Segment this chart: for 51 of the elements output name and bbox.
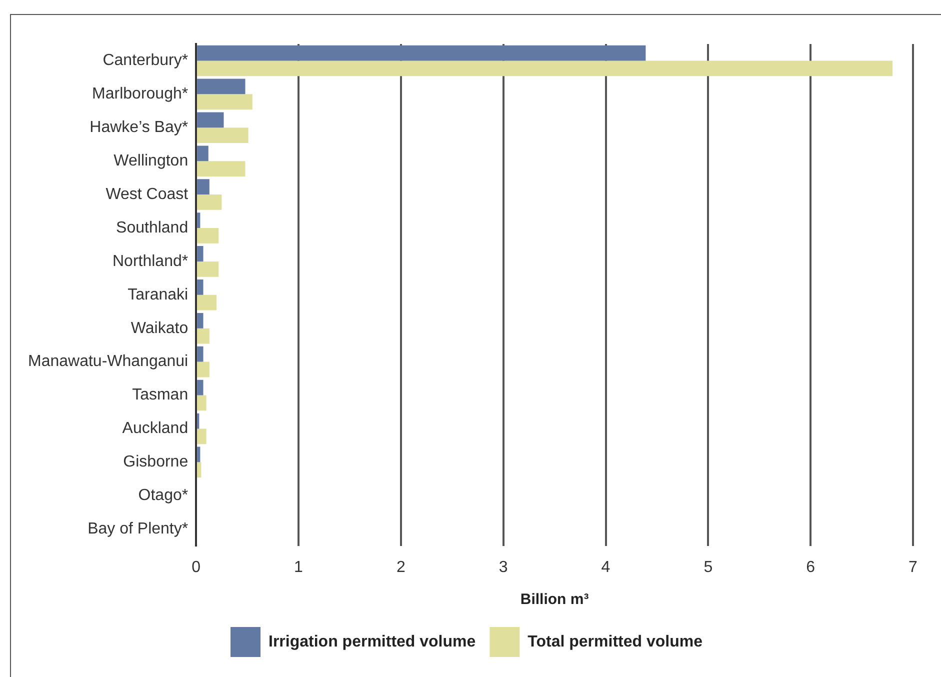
x-tick-label: 6 — [806, 558, 816, 576]
bar — [197, 128, 248, 144]
y-tick-label: Gisborne — [123, 454, 188, 471]
bar — [197, 446, 200, 462]
bar — [197, 45, 646, 61]
bar — [197, 94, 252, 110]
y-tick-label: Otago* — [138, 487, 188, 504]
bar — [197, 161, 246, 176]
y-tick-label: Southland — [116, 219, 188, 236]
bar — [197, 328, 210, 344]
bar — [197, 312, 204, 328]
bar — [197, 146, 208, 162]
bar — [197, 280, 204, 295]
bar — [197, 261, 219, 277]
bar — [197, 194, 222, 210]
bar — [197, 380, 204, 396]
bar — [197, 246, 204, 262]
y-tick-label: Canterbury* — [102, 52, 188, 70]
y-tick-label: Marlborough* — [92, 86, 188, 103]
bar — [197, 362, 210, 378]
bar — [197, 346, 204, 362]
y-tick-label: Tasman — [132, 386, 188, 404]
x-tick-label: 7 — [908, 558, 918, 576]
y-tick-label: Taranaki — [128, 286, 188, 304]
y-tick-label: Auckland — [122, 420, 188, 438]
y-tick-label: Manawatu-Whanganui — [28, 353, 188, 370]
bar — [197, 228, 219, 244]
y-tick-label: West Coast — [106, 186, 189, 203]
x-tick-label: 1 — [294, 558, 304, 576]
x-axis-title: Billion m³ — [520, 591, 589, 608]
y-tick-label: Bay of Plenty* — [88, 520, 188, 538]
x-tick-label: 5 — [704, 558, 713, 576]
bar — [197, 60, 893, 76]
y-tick-label: Waikato — [130, 320, 188, 337]
y-tick-label: Northland* — [112, 252, 188, 270]
bar — [197, 212, 200, 228]
bar — [197, 78, 246, 94]
x-tick-label: 4 — [601, 558, 610, 576]
bar — [197, 112, 224, 128]
bar — [197, 179, 210, 195]
x-tick-label: 3 — [498, 558, 508, 576]
bar — [197, 395, 206, 411]
legend-label: Irrigation permitted volume — [268, 633, 476, 650]
legend-label: Total permitted volume — [528, 633, 703, 650]
x-tick-label: 0 — [192, 558, 201, 576]
x-tick-label: 2 — [396, 558, 406, 576]
y-tick-label: Hawke’s Bay* — [90, 119, 188, 136]
y-tick-label: Wellington — [114, 152, 188, 170]
bar — [197, 428, 206, 444]
bar — [197, 462, 202, 478]
bar — [197, 294, 217, 310]
